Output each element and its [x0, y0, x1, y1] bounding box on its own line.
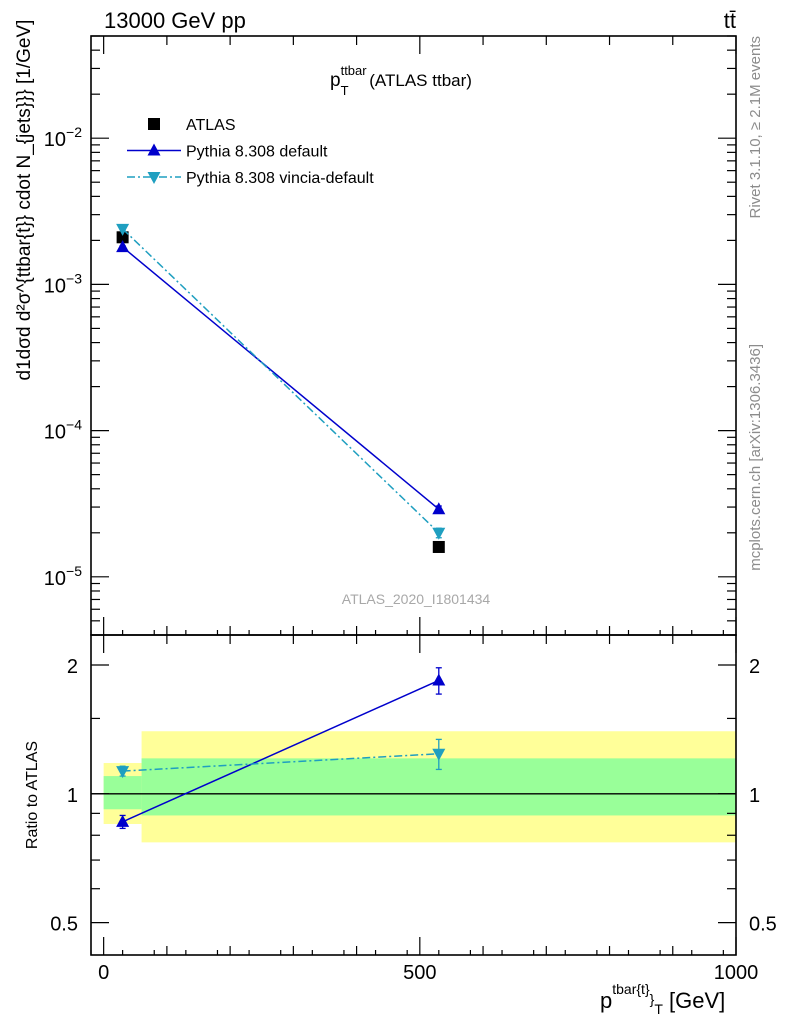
- y-tick-label: 10−3: [44, 270, 82, 297]
- ratio-point-0: [432, 673, 446, 686]
- ratio-point-0: [116, 814, 130, 827]
- x-axis-label-sub: T: [654, 1001, 663, 1017]
- plot-title: pttbar T (ATLAS ttbar): [330, 63, 472, 98]
- main-point-2: [116, 223, 130, 236]
- rivet-version-label: Rivet 3.1.10, ≥ 2.1M events: [747, 36, 764, 219]
- ratio-uncertainty-bands: [103, 731, 736, 843]
- legend-label: Pythia 8.308 default: [186, 144, 328, 161]
- main-y-axis-label: d1dσd d²σ^{ttbar{t}} cdot N_{jets}}} [1/…: [14, 20, 35, 381]
- legend-marker: [148, 118, 160, 130]
- ratio-y-tick-label-right: 0.5: [749, 914, 777, 936]
- ratio-y-tick-label-right: 2: [749, 656, 760, 678]
- legend-label: ATLAS: [186, 117, 236, 134]
- ratio-line-1: [122, 753, 439, 772]
- ratio-line-0: [122, 679, 440, 823]
- y-tick-label: 10−5: [44, 563, 82, 590]
- ratio-y-tick-label-right: 1: [749, 785, 760, 807]
- main-point-1: [432, 502, 446, 515]
- ratio-y-tick-label: 2: [67, 656, 78, 678]
- ratio-y-tick-label: 0.5: [50, 914, 78, 936]
- main-point-0: [116, 231, 129, 244]
- y-tick-label: 10−4: [44, 417, 82, 444]
- legend-marker: [147, 172, 161, 184]
- main-line-2: [122, 228, 440, 534]
- energy-label: 13000 GeV pp: [104, 8, 246, 33]
- ratio-point-1: [432, 748, 446, 761]
- ratio-panel-frame: [90, 634, 737, 956]
- ratio-point-1: [116, 766, 130, 779]
- x-axis-label: ptbar{t}}T [GeV]: [600, 981, 725, 1017]
- plot-title-sub: T: [341, 83, 349, 98]
- main-line-1: [122, 246, 440, 510]
- x-tick-label: 500: [403, 962, 436, 984]
- y-tick-label: 10−2: [44, 124, 82, 151]
- ratio-panel-series: [116, 667, 446, 830]
- axis-tick-labels: 0 500 1000 10−5 10−4 10−3 10−2 0.5 0.5 1 1 2 2: [44, 124, 777, 984]
- ratio-y-axis-label: Ratio to ATLAS: [24, 741, 41, 849]
- legend-label: Pythia 8.308 vincia-default: [186, 170, 374, 187]
- x-tick-label: 0: [98, 962, 109, 984]
- x-axis-label-rest: [GeV]: [663, 988, 725, 1013]
- main-point-0: [432, 540, 445, 553]
- axis-ticks: [90, 35, 737, 955]
- green-band-0: [103, 776, 142, 810]
- legend: ATLAS Pythia 8.308 default Pythia 8.308 vi…: [127, 117, 374, 187]
- plot-title-symbol: p: [330, 70, 341, 91]
- main-point-2: [432, 527, 446, 540]
- x-tick-label: 1000: [714, 962, 759, 984]
- legend-marker: [147, 143, 161, 156]
- main-panel-series: [116, 223, 446, 553]
- analysis-watermark: ATLAS_2020_I1801434: [342, 591, 491, 607]
- x-axis-label-sup: tbar{t}: [612, 981, 650, 997]
- process-label: tt̄: [724, 8, 736, 33]
- plot-title-rest: (ATLAS ttbar): [365, 71, 472, 90]
- plot-title-sup: ttbar: [341, 63, 368, 78]
- main-point-1: [116, 240, 130, 253]
- ratio-y-tick-label: 1: [67, 785, 78, 807]
- x-axis-label-brace: }: [650, 991, 655, 1007]
- mcplots-reference-label: mcplots.cern.ch [arXiv:1306.3436]: [747, 344, 764, 571]
- x-axis-label-symbol: p: [600, 988, 612, 1013]
